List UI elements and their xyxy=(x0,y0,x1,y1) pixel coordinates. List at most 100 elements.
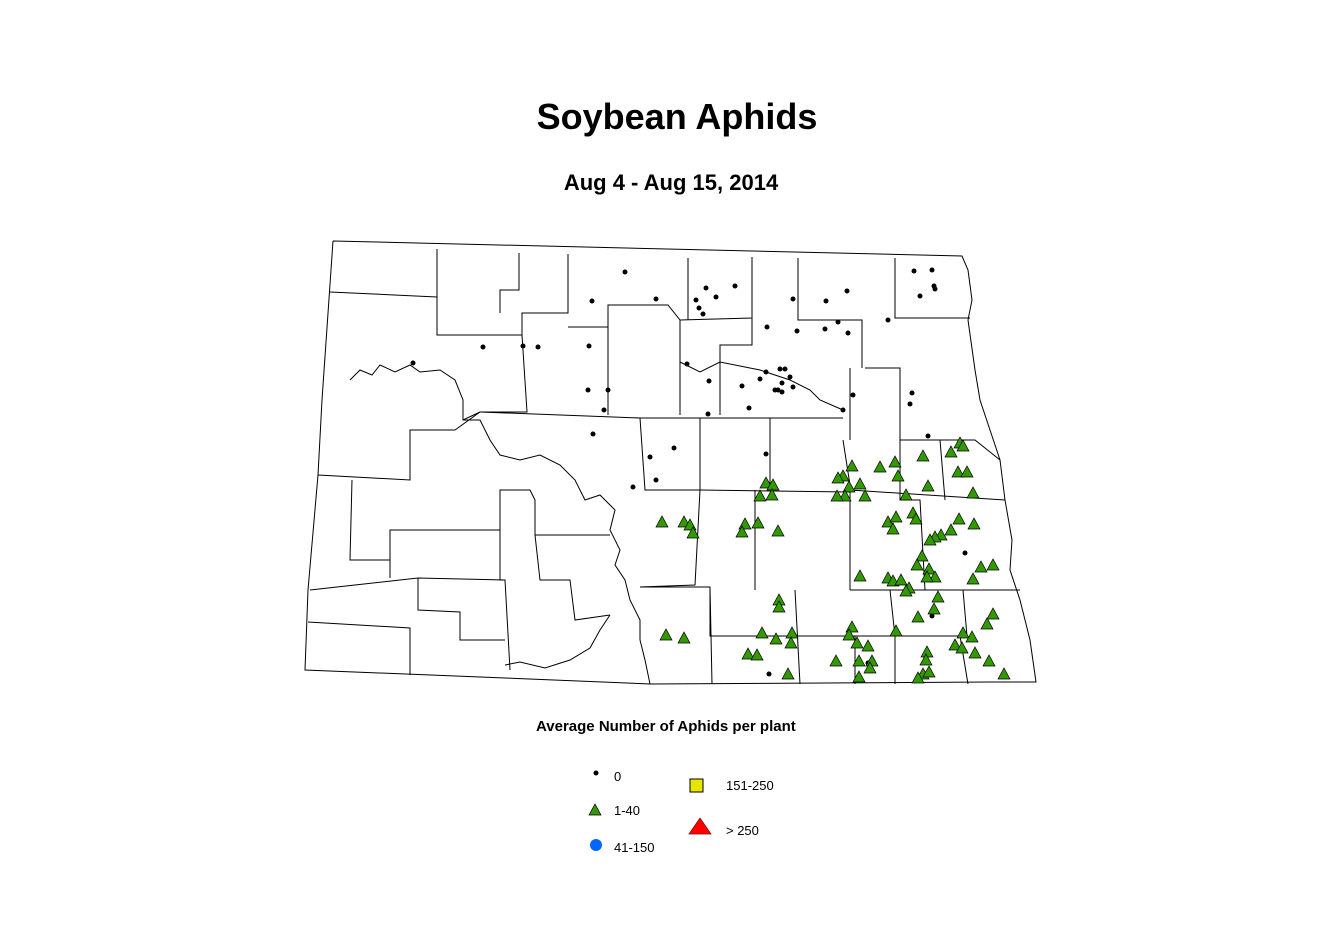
site-marker-1-40 xyxy=(986,607,1000,620)
site-marker-0 xyxy=(779,389,785,395)
site-marker-1-40 xyxy=(765,488,779,501)
site-marker-1-40 xyxy=(911,671,925,684)
site-marker-0 xyxy=(585,387,591,393)
site-marker-1-40 xyxy=(944,445,958,458)
site-marker-1-40 xyxy=(980,617,994,630)
site-marker-1-40 xyxy=(753,489,767,502)
site-marker-1-40 xyxy=(921,479,935,492)
site-marker-1-40 xyxy=(853,569,867,582)
legend-symbol-41-150 xyxy=(590,839,602,851)
site-marker-1-40 xyxy=(845,459,859,472)
site-marker-1-40 xyxy=(997,667,1011,680)
site-marker-1-40 xyxy=(850,636,864,649)
county-boundary xyxy=(349,479,610,561)
site-marker-0 xyxy=(647,454,653,460)
site-marker-0 xyxy=(907,401,913,407)
site-marker-1-40 xyxy=(784,636,798,649)
site-marker-1-40 xyxy=(891,469,905,482)
site-marker-0 xyxy=(586,343,592,349)
site-marker-0 xyxy=(480,344,486,350)
site-marker-1-40 xyxy=(920,570,934,583)
site-marker-0 xyxy=(700,311,706,317)
site-marker-1-40 xyxy=(686,526,700,539)
site-marker-1-40 xyxy=(966,486,980,499)
site-marker-1-40 xyxy=(888,455,902,468)
legend-label-1-40: 1-40 xyxy=(614,803,641,818)
site-marker-1-40 xyxy=(915,549,929,562)
site-marker-1-40 xyxy=(928,570,942,583)
site-marker-1-40 xyxy=(771,524,785,537)
site-marker-0 xyxy=(772,387,778,393)
site-marker-1-40 xyxy=(956,626,970,639)
site-marker-0 xyxy=(763,369,769,375)
site-marker-1-40 xyxy=(899,488,913,501)
site-marker-1-40 xyxy=(889,624,903,637)
site-marker-0 xyxy=(779,380,785,386)
site-marker-1-40 xyxy=(927,602,941,615)
site-marker-1-40 xyxy=(948,638,962,651)
site-marker-0 xyxy=(520,343,526,349)
site-marker-1-40 xyxy=(909,512,923,525)
site-marker-0 xyxy=(601,407,607,413)
site-marker-0 xyxy=(782,366,788,372)
site-marker-0 xyxy=(845,330,851,336)
site-marker-1-40 xyxy=(966,572,980,585)
legend-label-over-250: > 250 xyxy=(726,823,759,838)
county-boundary xyxy=(709,587,896,684)
site-marker-1-40 xyxy=(766,478,780,491)
county-boundary xyxy=(719,318,753,415)
site-marker-1-40 xyxy=(886,522,900,535)
county-boundary xyxy=(889,589,969,685)
site-marker-0 xyxy=(790,384,796,390)
site-marker-0 xyxy=(732,283,738,289)
map-title: Soybean Aphids xyxy=(536,96,818,137)
site-marker-0 xyxy=(696,305,702,311)
site-marker-1-40 xyxy=(956,439,970,452)
site-marker-1-40 xyxy=(944,523,958,536)
site-marker-0 xyxy=(671,445,677,451)
site-marker-0 xyxy=(605,387,611,393)
site-marker-1-40 xyxy=(852,670,866,683)
site-marker-1-40 xyxy=(852,654,866,667)
site-marker-1-40 xyxy=(741,647,755,660)
county-boundary xyxy=(894,258,970,319)
legend-title: Average Number of Aphids per plant xyxy=(536,718,796,735)
site-marker-0 xyxy=(787,374,793,380)
site-marker-1-40 xyxy=(831,471,845,484)
site-marker-1-40 xyxy=(751,516,765,529)
site-marker-0 xyxy=(746,405,752,411)
site-marker-0 xyxy=(763,451,769,457)
site-marker-0 xyxy=(764,324,770,330)
site-marker-0 xyxy=(925,433,931,439)
county-boundary xyxy=(699,489,851,493)
site-marker-1-40 xyxy=(873,460,887,473)
site-marker-0 xyxy=(713,294,719,300)
county-boundary xyxy=(499,253,520,313)
site-marker-1-40 xyxy=(829,654,843,667)
site-marker-1-40 xyxy=(931,590,945,603)
legend-symbol-1-40 xyxy=(588,803,602,816)
site-marker-0 xyxy=(410,360,416,366)
site-marker-1-40 xyxy=(858,489,872,502)
site-marker-1-40 xyxy=(986,558,1000,571)
site-marker-1-40 xyxy=(735,525,749,538)
site-marker-1-40 xyxy=(955,641,969,654)
site-marker-1-40 xyxy=(965,630,979,643)
county-boundary xyxy=(679,361,844,411)
site-marker-0 xyxy=(822,326,828,332)
site-marker-1-40 xyxy=(830,489,844,502)
site-marker-0 xyxy=(850,392,856,398)
site-marker-1-40 xyxy=(894,573,908,586)
site-marker-1-40 xyxy=(677,631,691,644)
site-marker-0 xyxy=(929,267,935,273)
site-marker-1-40 xyxy=(781,667,795,680)
site-marker-1-40 xyxy=(910,558,924,571)
legend-symbol-over-250 xyxy=(688,817,712,835)
county-boundary xyxy=(309,577,511,671)
site-marker-1-40 xyxy=(968,646,982,659)
site-marker-0 xyxy=(840,407,846,413)
site-marker-0 xyxy=(653,296,659,302)
site-marker-1-40 xyxy=(982,654,996,667)
